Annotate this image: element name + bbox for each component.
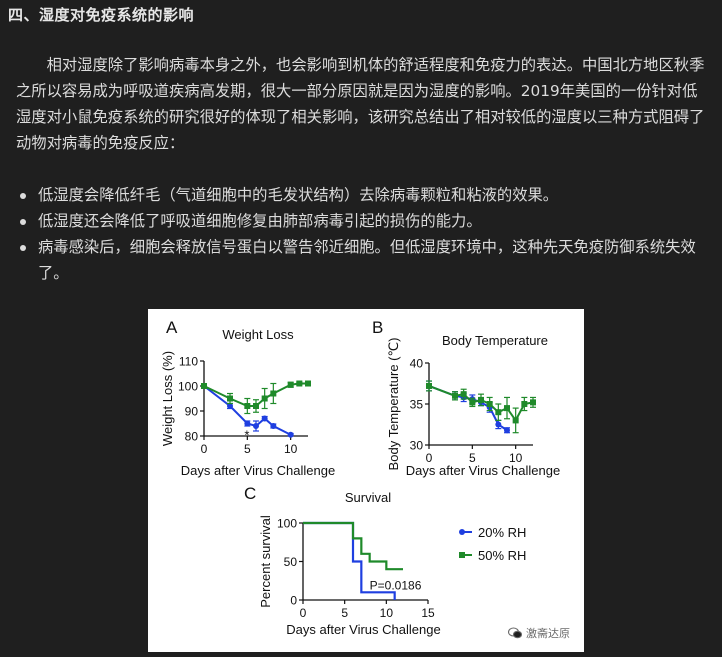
panel-b-series-50rh-point bbox=[512, 417, 519, 424]
panel-b-x-tick-label: 0 bbox=[426, 451, 433, 465]
panel-c-legend-label: 50% RH bbox=[478, 548, 526, 563]
figure-image: A Weight Loss 80 90 100 110 0 5 10 Days after Vir… bbox=[148, 309, 584, 652]
body-paragraph: 相对湿度除了影响病毒本身之外，也会影响到机体的舒适程度和免疫力的表达。中国北方地… bbox=[16, 56, 705, 152]
panel-a-x-tick-label: 5 bbox=[244, 442, 251, 456]
panel-a-series-50rh-point bbox=[296, 380, 303, 387]
panel-b-y-tick-label: 35 bbox=[410, 398, 424, 412]
panel-c-x-tick-label: 5 bbox=[341, 606, 348, 620]
panel-a-x-tick-label: 10 bbox=[284, 442, 298, 456]
panel-c-y-tick-label: 100 bbox=[277, 517, 297, 531]
panel-c-legend-label: 20% RH bbox=[478, 525, 526, 540]
panel-a-y-tick-label: 90 bbox=[185, 405, 199, 419]
panel-c-x-tick-label: 15 bbox=[421, 606, 435, 620]
panel-a-series-20rh-point bbox=[227, 403, 233, 409]
panel-b-y-tick-label: 30 bbox=[410, 439, 424, 453]
panel-a-letter: A bbox=[166, 318, 178, 337]
panel-a-y-tick-label: 100 bbox=[178, 380, 198, 394]
panel-a-series-50rh-point bbox=[287, 381, 294, 388]
panel-a-x-label: Days after Virus Challenge bbox=[181, 463, 335, 478]
panel-b-letter: B bbox=[372, 318, 383, 337]
panel-a-series-50rh-point bbox=[253, 403, 259, 409]
watermark: 激斋达原 bbox=[508, 625, 570, 641]
panel-b-y-label: Body Temperature (℃) bbox=[386, 338, 401, 471]
panel-a-series-20rh-point bbox=[287, 431, 294, 438]
panel-a-series-20rh-point bbox=[253, 423, 259, 429]
panel-a-series-50rh-point bbox=[270, 390, 277, 397]
panel-a-series-50rh-point bbox=[261, 395, 268, 402]
panel-c-series-50rh-line bbox=[303, 521, 403, 571]
bullet-item: 病毒感染后，细胞会释放信号蛋白以警告邻近细胞。但低湿度环境中，这种先天免疫防御系… bbox=[16, 234, 706, 286]
panel-b-series-20rh-point bbox=[504, 427, 510, 434]
panel-b-series-50rh-point bbox=[478, 396, 484, 403]
panel-b-y-tick-label: 40 bbox=[410, 357, 424, 371]
panel-b-series-50rh-point bbox=[521, 401, 528, 407]
panel-c-x-label: Days after Virus Challenge bbox=[286, 622, 440, 637]
panel-a-series-20rh-point bbox=[244, 420, 251, 427]
panel-b-series-50rh-point bbox=[469, 399, 476, 406]
panel-c-title: Survival bbox=[345, 490, 391, 505]
panel-c-y-tick-label: 0 bbox=[290, 594, 297, 608]
bullet-item: 低湿度会降低纤毛（气道细胞中的毛发状结构）去除病毒颗粒和粘液的效果。 bbox=[16, 182, 706, 208]
panel-c-y-tick-label: 50 bbox=[284, 555, 298, 569]
panel-b-series-50rh-point bbox=[530, 399, 536, 406]
panel-a-series-50rh-point bbox=[227, 395, 233, 402]
panel-a-x-tick-label: 0 bbox=[201, 442, 208, 456]
section-heading: 四、湿度对免疫系统的影响 bbox=[8, 6, 195, 24]
panel-a-series-50rh-point bbox=[201, 383, 207, 389]
panel-a-series-50rh-point bbox=[305, 380, 311, 387]
panel-c-x-tick-label: 0 bbox=[300, 606, 307, 620]
panel-a-y-label: Weight Loss (%) bbox=[160, 351, 175, 446]
bullet-list: 低湿度会降低纤毛（气道细胞中的毛发状结构）去除病毒颗粒和粘液的效果。 低湿度还会… bbox=[16, 182, 706, 286]
panel-c-legend-marker bbox=[459, 529, 465, 535]
panel-b-series-50rh-point bbox=[460, 391, 467, 398]
panel-a-series-20rh-point bbox=[261, 415, 268, 422]
panel-b-series-50rh-point bbox=[426, 382, 432, 389]
panel-a-title: Weight Loss bbox=[222, 327, 294, 342]
panel-a-series-50rh-point bbox=[244, 403, 251, 409]
panel-b-series-50rh-point bbox=[495, 409, 502, 416]
panel-c-y-label: Percent survival bbox=[258, 515, 273, 608]
panel-c-legend-marker bbox=[459, 552, 465, 558]
panel-c-letter: C bbox=[244, 484, 256, 503]
watermark-text: 激斋达原 bbox=[526, 627, 570, 640]
panel-b-series-20rh-point bbox=[495, 421, 502, 428]
panel-b-series-50rh-point bbox=[452, 392, 458, 399]
panel-b-title: Body Temperature bbox=[442, 333, 548, 348]
panel-b-x-tick-label: 5 bbox=[469, 451, 476, 465]
wechat-icon bbox=[508, 627, 522, 639]
bullet-item: 低湿度还会降低了呼吸道细胞修复由肺部病毒引起的损伤的能力。 bbox=[16, 208, 706, 234]
panel-a-significance-mark: * bbox=[244, 428, 249, 443]
panel-c-p-value: P=0.0186 bbox=[370, 578, 422, 592]
panel-a-series-20rh-point bbox=[270, 423, 277, 429]
panel-c-x-tick-label: 10 bbox=[380, 606, 394, 620]
panel-b-series-50rh-point bbox=[504, 405, 510, 412]
panel-b-series-50rh-point bbox=[486, 401, 493, 407]
panel-b-x-tick-label: 10 bbox=[509, 451, 523, 465]
panel-a-y-tick-label: 110 bbox=[179, 355, 198, 369]
panel-b-x-label: Days after Virus Challenge bbox=[406, 463, 560, 478]
panel-a-y-tick-label: 80 bbox=[185, 430, 199, 444]
